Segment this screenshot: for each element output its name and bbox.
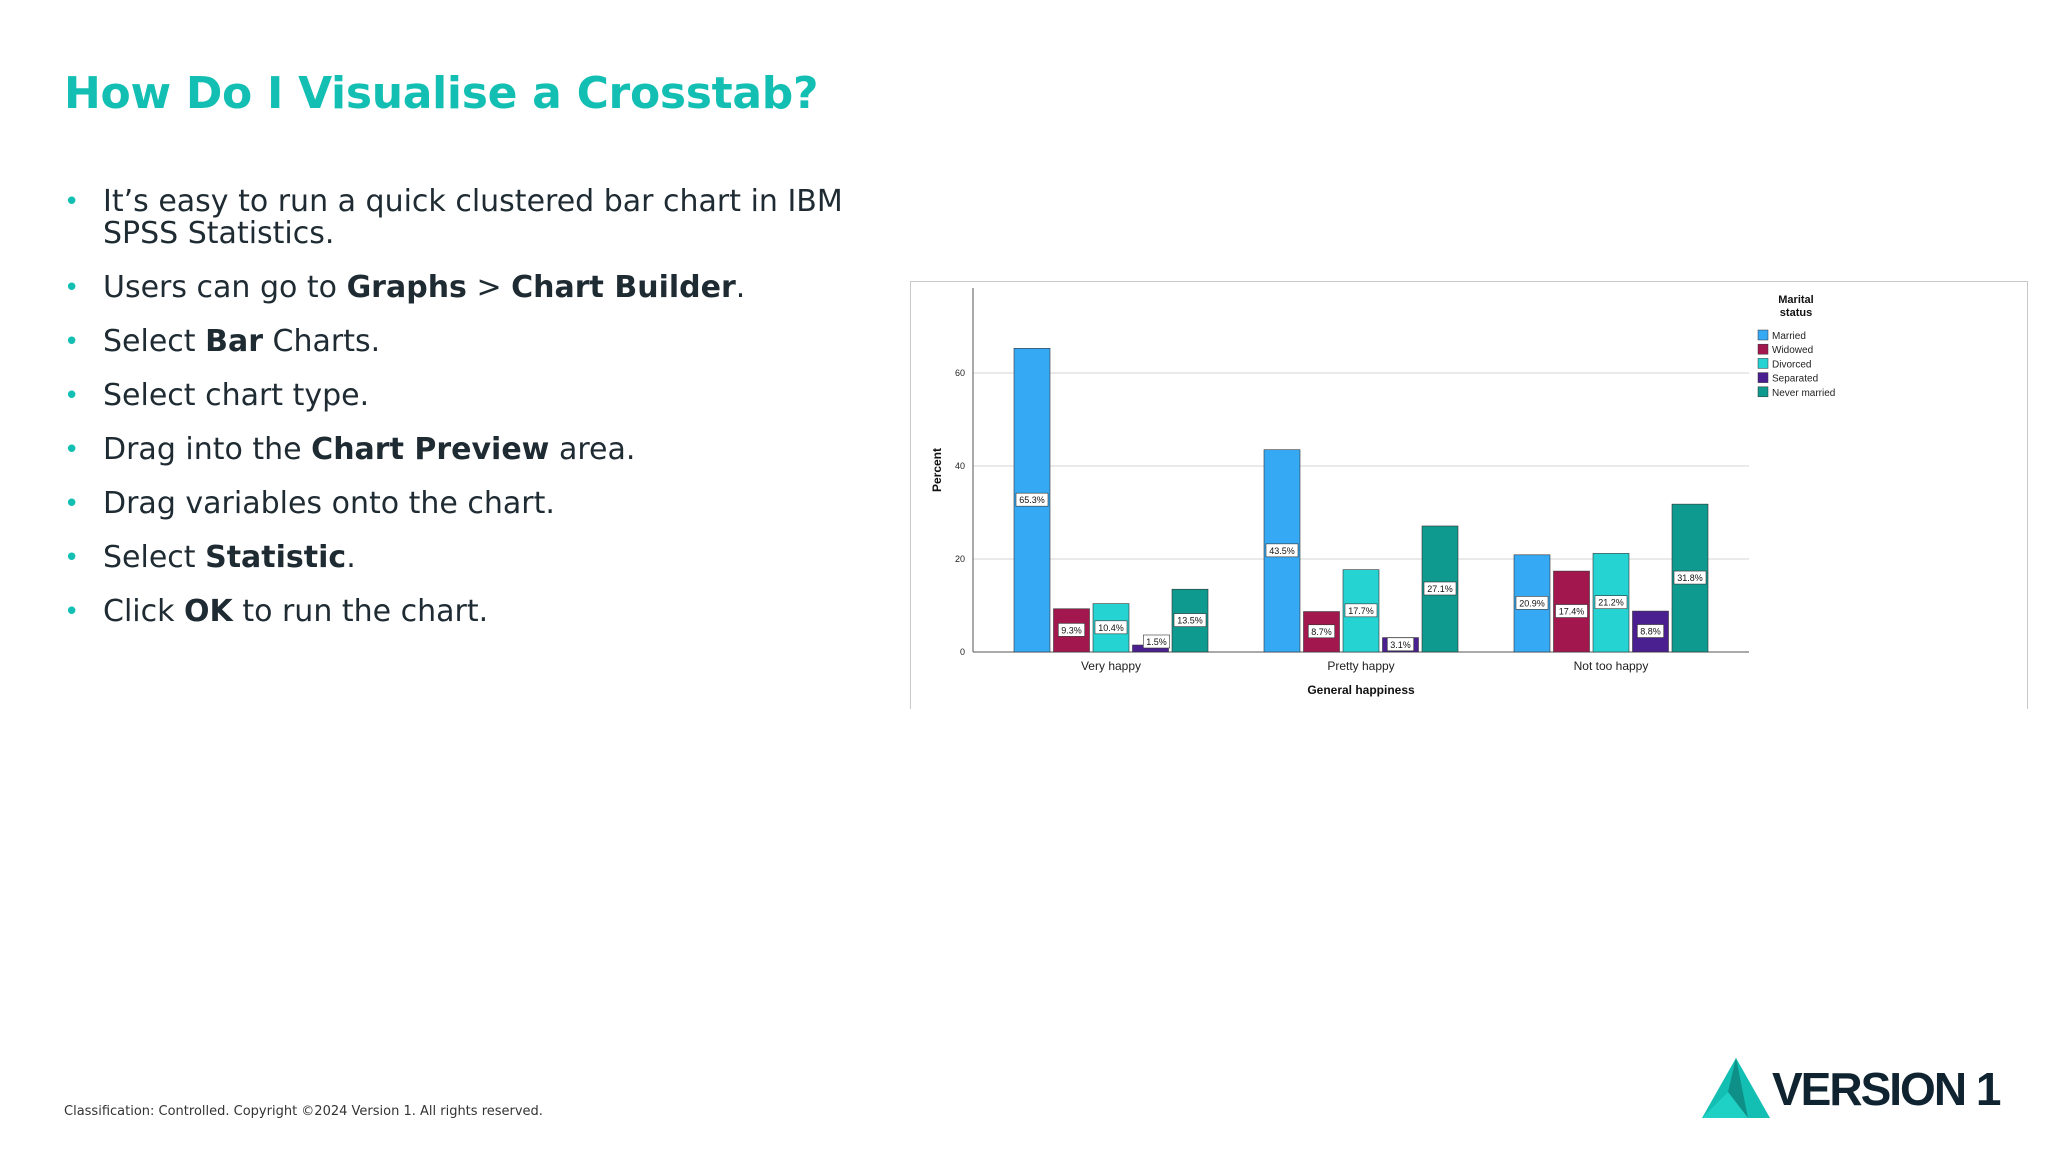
bullet-item: • Select Statistic. [64, 542, 844, 574]
bullet-item: • Users can go to Graphs > Chart Builder. [64, 272, 844, 304]
y-tick-label: 20 [955, 554, 965, 564]
data-label: 65.3% [1019, 495, 1045, 505]
legend-label: Separated [1772, 374, 1818, 385]
legend-title: status [1780, 307, 1812, 319]
bullet-text: Charts. [263, 324, 381, 359]
bullet-item: • Select Bar Charts. [64, 326, 844, 358]
bullet-text: Drag variables onto the chart. [103, 486, 555, 521]
bullet-list: • It’s easy to run a quick clustered bar … [64, 186, 844, 650]
page-title: How Do I Visualise a Crosstab? [64, 68, 819, 119]
bullet-dot-icon: • [64, 597, 80, 627]
bullet-text: Select chart type. [103, 378, 370, 413]
data-label: 31.8% [1677, 573, 1703, 583]
footer-copyright: Classification: Controlled. Copyright ©2… [64, 1104, 543, 1119]
data-label: 17.7% [1348, 606, 1374, 616]
data-label: 13.5% [1177, 616, 1203, 626]
y-tick-label: 40 [955, 461, 965, 471]
data-label-box [1143, 634, 1171, 649]
data-label-box [1555, 604, 1588, 618]
data-label: 17.4% [1559, 607, 1585, 617]
y-axis-label: Percent [930, 448, 944, 492]
bullet-text: area. [549, 432, 636, 467]
y-tick-label: 0 [960, 647, 965, 657]
chart-svg: 0 20 40 60 Percent 65.3% 9.3% 10.4% 1.5% 13.5% Ver… [930, 288, 1835, 697]
data-label: 9.3% [1061, 625, 1082, 635]
bullet-dot-icon: • [64, 381, 80, 411]
logo-triangle-icon [1702, 1058, 1770, 1118]
bullet-bold-text: Statistic [205, 540, 347, 575]
bullet-text: Drag into the [103, 432, 312, 467]
data-label: 1.5% [1146, 637, 1167, 647]
data-label-box [1173, 613, 1207, 627]
bullet-dot-icon: • [64, 187, 80, 217]
data-label-box [1344, 603, 1378, 618]
bullet-text: to run the chart. [232, 594, 489, 629]
legend-swatch [1757, 372, 1769, 383]
data-label: 43.5% [1269, 546, 1295, 556]
legend-swatch [1757, 329, 1769, 341]
data-label: 21.2% [1598, 598, 1624, 608]
legend-swatch [1757, 386, 1769, 398]
data-label: 8.8% [1640, 627, 1661, 637]
legend-label: Divorced [1772, 359, 1811, 370]
y-tick-label: 60 [955, 368, 965, 378]
bullet-text: Click [103, 594, 185, 629]
data-label-box [1636, 624, 1664, 638]
bullet-text: Users can go to [103, 270, 347, 305]
bullet-text: . [346, 540, 356, 575]
x-tick-label: Not too happy [1574, 659, 1649, 673]
bullet-dot-icon: • [64, 273, 80, 303]
data-label: 3.1% [1390, 640, 1411, 650]
version1-logo: VERSION 1 [1700, 1056, 2001, 1120]
x-tick-label: Very happy [1081, 659, 1141, 673]
clustered-bar-chart: 0 20 40 60 Percent 65.3% 9.3% 10.4% 1.5% 13.5% Ver… [910, 281, 2028, 709]
bullet-text: It’s easy to run a quick clustered bar c… [103, 184, 843, 251]
bullet-item: • Click OK to run the chart. [64, 596, 844, 628]
data-label: 20.9% [1519, 598, 1545, 608]
data-label-box [1515, 596, 1549, 610]
data-label-box [1094, 620, 1128, 635]
data-label-box [1673, 570, 1707, 585]
bullet-text: Select [103, 324, 206, 359]
legend-swatch [1757, 358, 1769, 369]
bullet-dot-icon: • [64, 489, 80, 519]
legend-title: Marital [1778, 294, 1813, 306]
legend-swatch [1757, 343, 1769, 355]
bullet-bold-text: Bar [205, 324, 263, 359]
data-label-box [1423, 581, 1457, 596]
data-label: 8.7% [1311, 627, 1332, 637]
data-label: 27.1% [1427, 584, 1453, 594]
bullet-item: • Drag variables onto the chart. [64, 488, 844, 520]
bullet-dot-icon: • [64, 543, 80, 573]
bullet-text: . [735, 270, 746, 305]
bullet-bold-text: OK [184, 594, 233, 629]
data-label-box [1594, 595, 1628, 610]
data-label: 10.4% [1098, 623, 1124, 633]
data-label-box [1386, 637, 1414, 652]
x-tick-label: Pretty happy [1327, 659, 1394, 673]
bullet-item: • It’s easy to run a quick clustered bar … [64, 186, 844, 250]
legend-label: Married [1772, 331, 1806, 342]
logo-text: VERSION 1 [1772, 1063, 2001, 1115]
bullet-text: Select [103, 540, 206, 575]
bullet-item: • Select chart type. [64, 380, 844, 412]
data-label-box [1015, 492, 1049, 507]
x-axis-label: General happiness [1307, 683, 1415, 697]
bullet-bold-text: Chart Builder [511, 270, 736, 305]
data-label-box [1307, 624, 1335, 639]
bullet-item: • Drag into the Chart Preview area. [64, 434, 844, 466]
bullet-dot-icon: • [64, 327, 80, 357]
data-label-box [1265, 543, 1299, 558]
legend-label: Widowed [1772, 345, 1813, 356]
bullet-bold-text: Chart Preview [311, 432, 550, 467]
bullet-bold-text: Graphs [346, 270, 467, 305]
bullet-dot-icon: • [64, 435, 80, 465]
bullet-text: > [466, 270, 512, 305]
legend-label: Never married [1772, 388, 1835, 399]
data-label-box [1058, 623, 1086, 637]
